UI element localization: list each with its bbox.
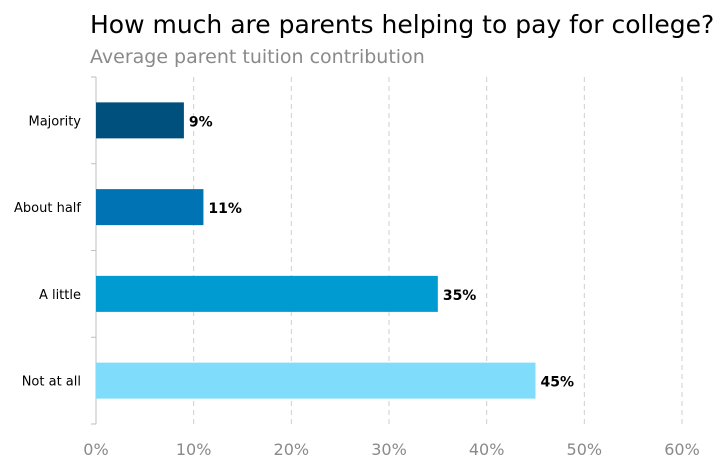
bars [96,102,536,399]
category-label: About half [14,201,81,216]
data-label: 45% [541,375,575,391]
bar [96,102,184,139]
bar [96,275,438,312]
chart-subtitle: Average parent tuition contribution [90,46,425,68]
chart-title: How much are parents helping to pay for … [90,10,715,39]
data-label: 9% [189,114,213,130]
x-tick-label: 60% [664,440,700,459]
x-tick-label: 0% [83,440,108,459]
x-tick-label: 20% [274,440,310,459]
data-label: 35% [443,288,477,304]
x-tick-label: 40% [469,440,505,459]
x-tick-label: 30% [371,440,407,459]
labels: 0% 10% 20% 30% 40% 50% 60% Majority 9% About half… [14,114,700,459]
axes [91,76,97,425]
bar [96,362,536,399]
data-label: 11% [208,201,242,217]
category-label: Majority [29,114,82,129]
category-label: A little [39,288,81,303]
x-tick-label: 10% [176,440,212,459]
x-tick-label: 50% [567,440,603,459]
category-label: Not at all [22,375,81,390]
bar [96,189,204,226]
